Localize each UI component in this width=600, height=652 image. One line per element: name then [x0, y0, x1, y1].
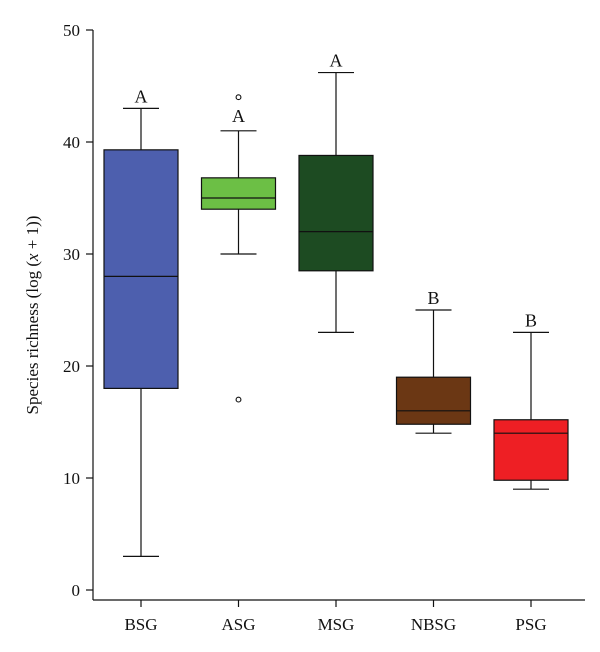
outlier-point [235, 94, 242, 101]
iqr-box [395, 376, 472, 425]
y-axis-title: Species richness (log (x + 1)) [23, 216, 42, 415]
box-bsg: A [103, 86, 179, 558]
outlier-point [235, 396, 242, 403]
y-tick-label: 40 [63, 133, 80, 152]
box-asg: A [200, 94, 277, 403]
y-tick-label: 30 [63, 245, 80, 264]
y-ticks: 0 10 20 30 40 50 [63, 21, 93, 600]
iqr-box [200, 177, 277, 210]
significance-letter: B [427, 288, 439, 308]
iqr-box [493, 419, 569, 481]
iqr-box [298, 154, 374, 272]
x-tick-label: ASG [221, 615, 255, 634]
x-axis: BSG ASG MSG NBSG PSG [93, 599, 585, 634]
y-tick-label: 10 [63, 469, 80, 488]
x-tick-label: NBSG [411, 615, 456, 634]
y-axis: 0 10 20 30 40 50 [63, 21, 94, 600]
x-ticks: BSG ASG MSG NBSG PSG [124, 600, 547, 634]
box-psg: B [493, 310, 569, 490]
significance-letter: B [525, 310, 537, 330]
significance-letter: A [330, 51, 343, 71]
box-msg: A [298, 51, 374, 333]
boxes: A A A B B [103, 51, 569, 558]
iqr-box [103, 149, 179, 389]
box-nbsg: B [395, 288, 472, 434]
x-tick-label: PSG [515, 615, 546, 634]
significance-letter: A [135, 86, 148, 106]
significance-letter: A [232, 106, 245, 126]
y-tick-label: 0 [72, 581, 81, 600]
x-tick-label: MSG [318, 615, 355, 634]
x-tick-label: BSG [124, 615, 157, 634]
y-tick-label: 20 [63, 357, 80, 376]
y-tick-label: 50 [63, 21, 80, 40]
